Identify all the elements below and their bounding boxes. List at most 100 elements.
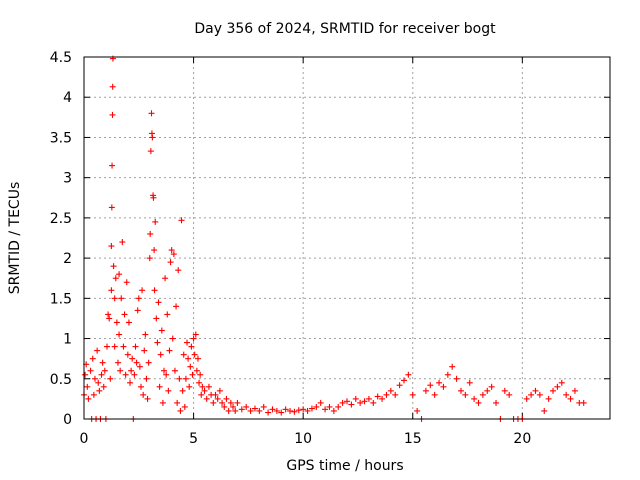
data-point xyxy=(567,395,574,402)
data-point xyxy=(431,391,438,398)
data-point xyxy=(137,383,144,390)
data-point xyxy=(196,379,203,386)
data-point xyxy=(247,407,254,414)
y-tick-label: 3.5 xyxy=(50,130,72,146)
data-point xyxy=(171,367,178,374)
data-point xyxy=(108,287,115,294)
data-point xyxy=(414,407,421,414)
data-point xyxy=(153,315,160,322)
x-axis-label: GPS time / hours xyxy=(286,458,403,474)
data-point xyxy=(440,383,447,390)
data-point xyxy=(148,110,155,117)
data-point xyxy=(370,399,377,406)
data-point xyxy=(179,387,186,394)
data-point xyxy=(113,319,120,326)
data-point xyxy=(194,355,201,362)
data-point xyxy=(523,395,530,402)
y-tick-label: 0.5 xyxy=(50,372,72,388)
data-point xyxy=(82,371,89,378)
data-point xyxy=(121,311,128,318)
data-point xyxy=(457,387,464,394)
data-point xyxy=(143,375,150,382)
data-point xyxy=(188,343,195,350)
data-point xyxy=(94,347,101,354)
data-point xyxy=(493,399,500,406)
data-point xyxy=(117,367,124,374)
data-point xyxy=(199,383,206,390)
data-point xyxy=(357,399,364,406)
data-point xyxy=(173,303,180,310)
data-point xyxy=(127,379,134,386)
data-point xyxy=(114,359,121,366)
y-tick-label: 4.5 xyxy=(50,50,72,66)
data-point xyxy=(116,271,123,278)
data-point xyxy=(108,204,115,211)
data-point xyxy=(563,391,570,398)
data-point xyxy=(422,387,429,394)
data-point xyxy=(427,382,434,389)
data-point xyxy=(105,311,112,318)
data-point xyxy=(163,371,170,378)
data-point xyxy=(166,347,173,354)
data-point xyxy=(198,391,205,398)
data-point xyxy=(131,371,138,378)
data-point xyxy=(191,351,198,358)
data-point xyxy=(100,383,107,390)
data-point xyxy=(330,407,337,414)
data-point xyxy=(147,230,154,237)
data-point xyxy=(149,134,156,141)
grid xyxy=(84,57,610,419)
data-point xyxy=(545,395,552,402)
data-point xyxy=(193,367,200,374)
data-point xyxy=(120,343,127,350)
data-point xyxy=(243,403,250,410)
data-point xyxy=(116,331,123,338)
data-point xyxy=(112,275,119,282)
y-tick-label: 1.5 xyxy=(50,291,72,307)
data-point xyxy=(139,287,146,294)
data-point xyxy=(219,399,226,406)
data-point xyxy=(95,379,102,386)
data-point xyxy=(151,247,158,254)
data-point xyxy=(99,359,106,366)
data-point xyxy=(400,377,407,384)
data-point xyxy=(119,239,126,246)
data-point xyxy=(282,406,289,413)
data-point xyxy=(101,367,108,374)
data-point xyxy=(168,247,175,254)
data-point xyxy=(176,375,183,382)
data-point xyxy=(156,383,163,390)
data-point xyxy=(453,375,460,382)
data-point xyxy=(109,162,116,169)
data-point xyxy=(190,335,197,342)
data-point xyxy=(383,391,390,398)
data-point xyxy=(379,395,386,402)
data-point xyxy=(317,399,324,406)
data-point xyxy=(180,351,187,358)
data-point xyxy=(132,343,139,350)
data-point xyxy=(147,148,154,155)
data-point xyxy=(326,403,333,410)
data-point xyxy=(106,315,113,322)
data-point xyxy=(122,371,129,378)
data-point xyxy=(405,371,412,378)
data-point xyxy=(150,194,157,201)
data-point xyxy=(145,359,152,366)
data-point xyxy=(484,387,491,394)
y-tick-label: 3 xyxy=(63,171,72,187)
data-point xyxy=(169,335,176,342)
data-point xyxy=(118,295,125,302)
data-point xyxy=(558,379,565,386)
data-point xyxy=(87,367,94,374)
data-point xyxy=(227,399,234,406)
data-point xyxy=(160,367,167,374)
data-point xyxy=(154,339,161,346)
data-point xyxy=(129,355,136,362)
data-point xyxy=(313,403,320,410)
data-point xyxy=(155,299,162,306)
data-point xyxy=(348,401,355,408)
data-point xyxy=(212,391,219,398)
data-point xyxy=(444,371,451,378)
data-point xyxy=(392,391,399,398)
data-point xyxy=(104,343,111,350)
